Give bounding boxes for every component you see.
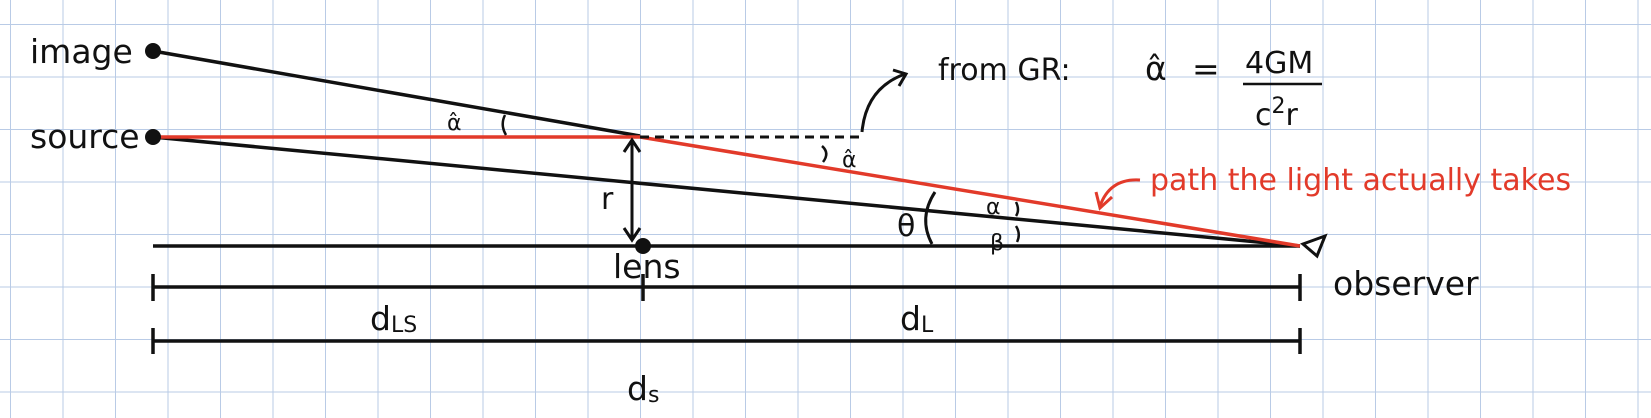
theta-arc: [924, 191, 937, 245]
path-annotation-label: path the light actually takes: [1150, 163, 1571, 198]
formula-pointer-arrow: [860, 72, 906, 133]
alpha-hat-label-right: α̂: [842, 148, 857, 173]
lens-label: lens: [613, 247, 681, 286]
path-annotation-arrow-head: [1094, 191, 1114, 211]
beta-arc: [1014, 225, 1020, 243]
beta-label: β: [990, 231, 1004, 256]
image-label: image: [30, 32, 133, 71]
alpha-label: α: [986, 195, 1001, 220]
formula-equals: =: [1192, 49, 1220, 88]
r-arrow-head-top: [622, 137, 642, 153]
formula-pointer-head: [892, 68, 909, 87]
r-label: r: [601, 182, 614, 217]
formula-denominator: c2r: [1255, 94, 1299, 133]
image-point: [145, 43, 161, 59]
formula-prefix: from GR:: [938, 53, 1071, 88]
alpha-arc: [1014, 201, 1020, 217]
formula-numerator: 4GM: [1245, 46, 1313, 81]
alpha-hat-label-left: α̂: [447, 111, 462, 136]
source-to-observer-line: [152, 135, 1301, 248]
source-label: source: [30, 117, 140, 156]
observer-eye-icon: [1300, 233, 1328, 259]
dls-label: dLS: [370, 299, 417, 338]
observer-label: observer: [1333, 264, 1479, 303]
source-point: [145, 129, 161, 145]
r-arrow-head-bottom: [622, 227, 642, 243]
alpha-hat-arc-left: [501, 114, 508, 136]
formula-lhs: α̂: [1145, 49, 1167, 88]
image-line-of-sight: [152, 49, 641, 138]
alpha-hat-arc-right: [821, 145, 828, 163]
lens-point: [635, 238, 651, 254]
dl-label: dL: [900, 299, 934, 338]
ds-label: ds: [627, 369, 659, 408]
theta-label: θ: [897, 209, 915, 244]
path-annotation-arrow: [1098, 178, 1141, 207]
